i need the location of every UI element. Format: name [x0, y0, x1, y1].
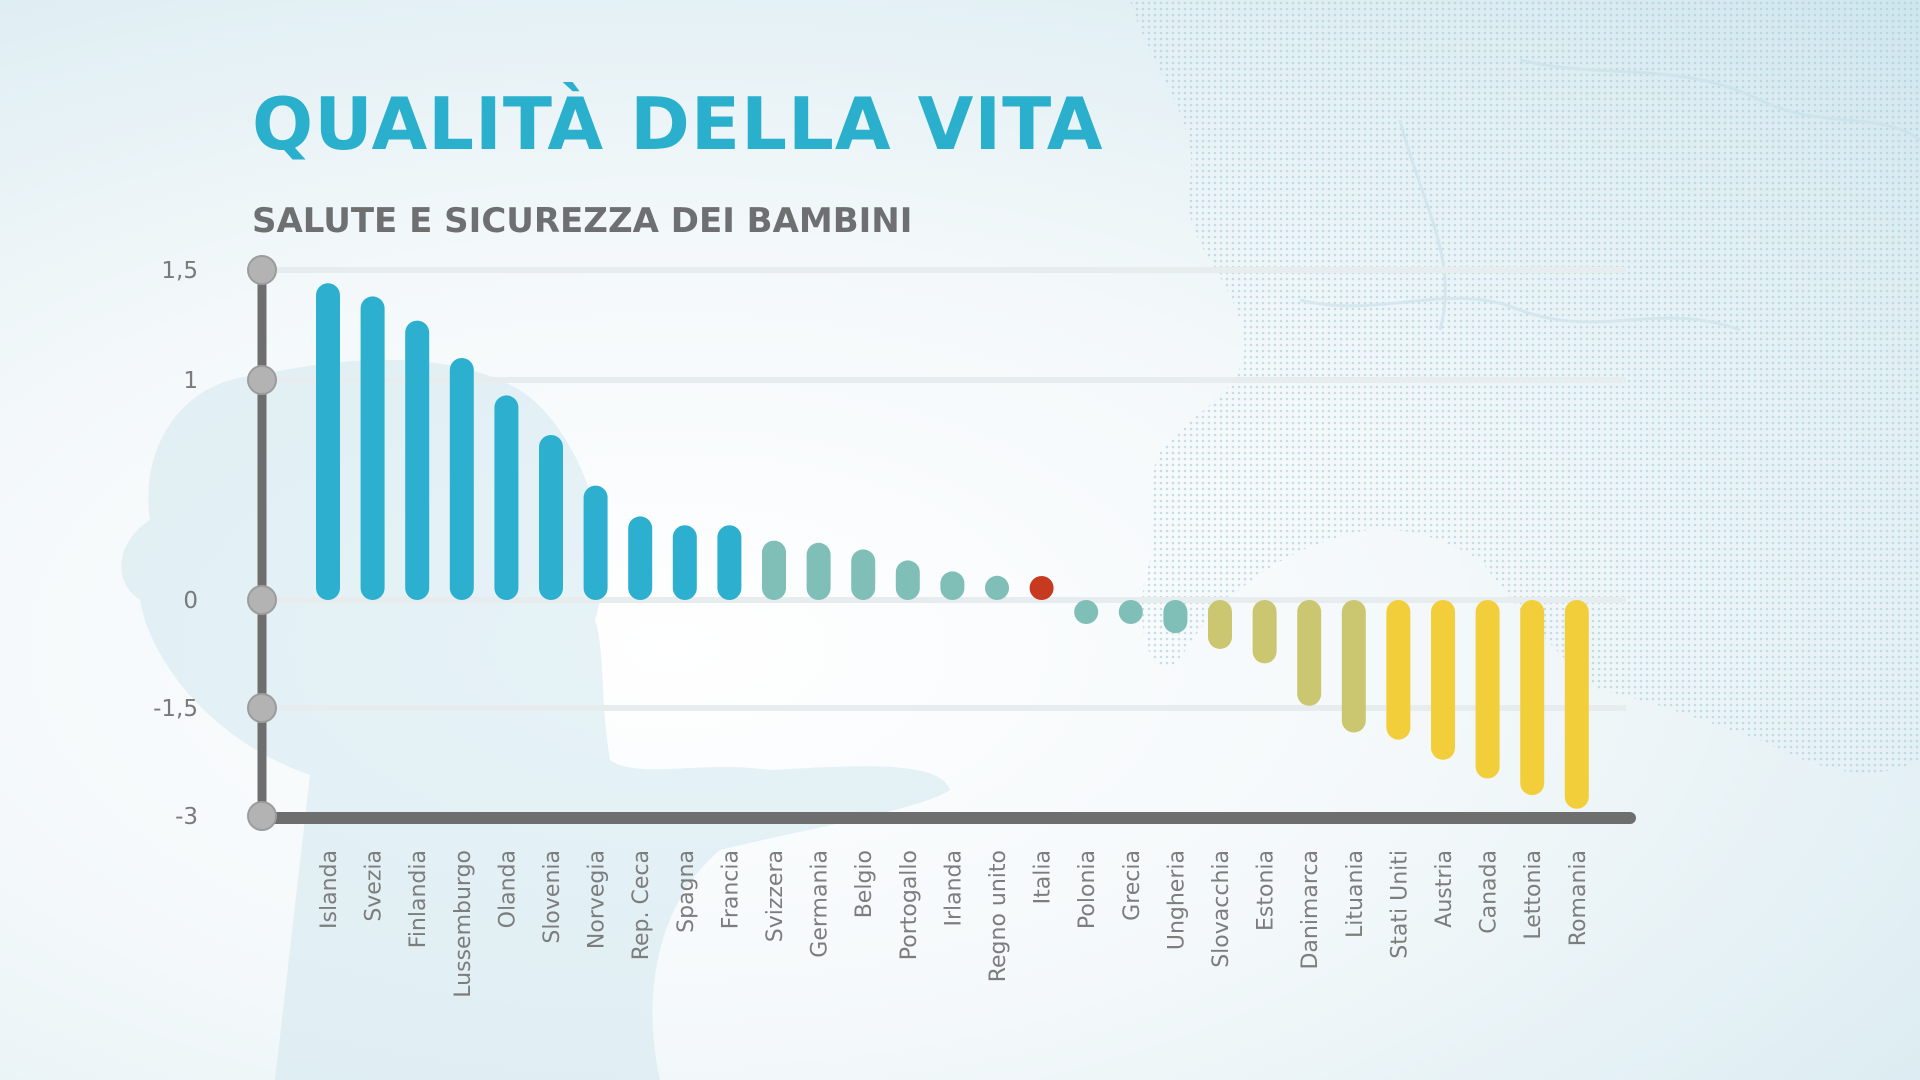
x-tick-label: Canada: [1477, 850, 1502, 934]
x-tick-label: Germania: [808, 850, 833, 958]
y-axis-knob: [247, 255, 277, 285]
bar-romania: [1564, 600, 1589, 809]
x-tick-label: Finlandia: [406, 850, 431, 948]
bar-regno-unito: [985, 575, 1009, 600]
y-axis-knob: [247, 801, 277, 831]
x-tick-label: Austria: [1432, 850, 1457, 928]
y-axis-knob: [247, 365, 277, 395]
x-tick-label: Spagna: [674, 850, 699, 933]
bar-lituania: [1341, 600, 1366, 733]
bar-stati-uniti: [1386, 600, 1411, 740]
bar-polonia: [1074, 600, 1099, 624]
x-tick-labels: Islanda Svezia Finlandia Lussemburgo Olanda S…: [317, 850, 1591, 998]
y-ticks: 1,5 1 0 -1,5 -3: [153, 255, 277, 831]
bar-irlanda: [940, 571, 965, 600]
x-tick-label: Grecia: [1120, 850, 1145, 921]
bar-slovenia: [539, 435, 563, 600]
bar-finlandia: [405, 320, 430, 600]
bar-belgio: [851, 549, 876, 600]
x-tick-label: Belgio: [852, 850, 877, 918]
bar-canada: [1475, 600, 1500, 779]
x-tick-label: Portogallo: [897, 850, 922, 960]
bar-svizzera: [762, 540, 786, 600]
y-tick-label: -3: [175, 804, 198, 830]
bar-spagna: [672, 525, 697, 600]
bar-lettonia: [1520, 600, 1545, 796]
y-axis-knob: [247, 585, 277, 615]
x-tick-label: Slovacchia: [1209, 850, 1234, 968]
x-tick-label: Regno unito: [986, 850, 1011, 982]
bars: [316, 283, 1589, 809]
x-tick-label: Irlanda: [941, 850, 966, 927]
bar-portogallo: [895, 560, 920, 600]
x-tick-label: Norvegia: [585, 850, 610, 949]
x-tick-label: Polonia: [1075, 850, 1100, 929]
bar-rep-ceca: [628, 516, 653, 600]
bar-lussemburgo: [449, 358, 474, 600]
x-tick-label: Italia: [1031, 850, 1056, 904]
bar-germania: [806, 542, 831, 600]
bar-grecia: [1118, 600, 1143, 624]
bar-danimarca: [1297, 600, 1322, 706]
bar-norvegia: [583, 485, 608, 600]
bar-svezia: [360, 296, 385, 600]
y-tick-label: 1: [183, 368, 198, 394]
chart-subtitle: SALUTE E SICUREZZA DEI BAMBINI: [252, 201, 913, 241]
x-tick-label: Slovenia: [540, 850, 565, 944]
y-tick-label: 0: [183, 588, 198, 614]
x-tick-label: Danimarca: [1298, 850, 1323, 970]
bar-ungheria: [1163, 600, 1188, 634]
bar-austria: [1431, 600, 1455, 760]
x-tick-label: Romania: [1566, 850, 1591, 946]
x-tick-label: Lettonia: [1521, 850, 1546, 940]
x-tick-label: Svezia: [362, 850, 387, 922]
x-tick-label: Lituania: [1343, 850, 1368, 938]
y-tick-label: 1,5: [161, 258, 198, 284]
x-tick-label: Francia: [718, 850, 743, 929]
bar-slovacchia: [1208, 600, 1232, 649]
chart-title: QUALITÀ DELLA VITA: [252, 82, 1104, 166]
x-tick-label: Islanda: [317, 850, 342, 929]
x-tick-label: Svizzera: [763, 850, 788, 942]
x-tick-label: Ungheria: [1164, 850, 1189, 950]
bar-italia: [1029, 576, 1054, 600]
x-tick-label: Estonia: [1254, 850, 1279, 931]
x-tick-label: Rep. Ceca: [629, 850, 654, 960]
gridlines: [262, 267, 1626, 711]
europe-map: [1130, 0, 1920, 773]
x-tick-label: Olanda: [495, 850, 520, 928]
bar-islanda: [316, 283, 340, 600]
x-tick-label: Lussemburgo: [451, 850, 476, 998]
y-axis-knob: [247, 693, 277, 723]
bar-estonia: [1252, 600, 1277, 664]
x-tick-label: Stati Uniti: [1387, 850, 1412, 959]
y-tick-label: -1,5: [153, 696, 198, 722]
bar-olanda: [494, 395, 519, 600]
bar-francia: [717, 525, 742, 600]
